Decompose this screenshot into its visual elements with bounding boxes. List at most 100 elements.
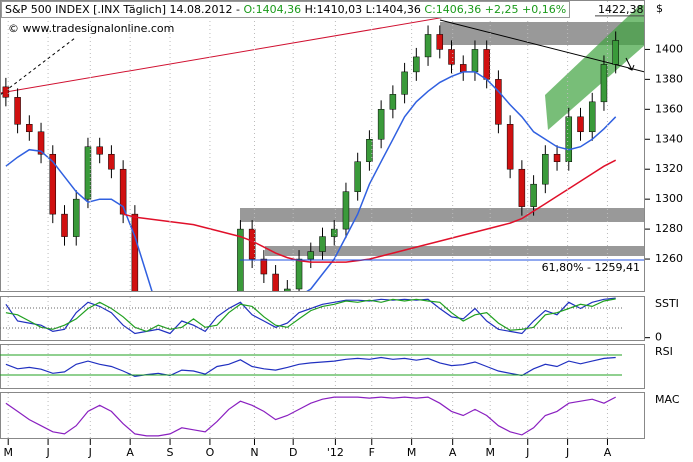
trend-line bbox=[0, 37, 76, 96]
trend-line bbox=[439, 19, 645, 73]
line-series bbox=[5, 71, 617, 292]
panel-frame bbox=[0, 0, 645, 292]
x-tick-label: O bbox=[206, 446, 215, 459]
title: S&P 500 INDEX [.INX Täglich] 14.08.2012 … bbox=[5, 3, 240, 16]
candle-body bbox=[96, 146, 103, 155]
candle-body bbox=[284, 288, 291, 292]
y-tick-label: 1320 bbox=[655, 162, 683, 175]
candle-body bbox=[260, 258, 268, 275]
candle-body bbox=[14, 97, 21, 125]
x-tick-label: A bbox=[604, 446, 612, 459]
candle-body bbox=[565, 116, 573, 162]
candle-body bbox=[49, 153, 57, 215]
panel-frame bbox=[0, 296, 645, 341]
candle-body bbox=[530, 183, 537, 207]
x-tick-label: M bbox=[485, 446, 495, 459]
panel-title: MAC bbox=[655, 393, 680, 406]
candle-body bbox=[366, 139, 373, 162]
candle-body bbox=[272, 273, 279, 292]
candle-body bbox=[248, 228, 256, 260]
y-tick-label: 1380 bbox=[655, 72, 683, 85]
candle-body bbox=[506, 124, 514, 170]
candle-body bbox=[342, 191, 350, 230]
line-series bbox=[5, 356, 616, 378]
quote: C:1406,36 +2,25 +0,16% bbox=[424, 3, 567, 16]
candle-body bbox=[588, 101, 596, 133]
candle-body bbox=[577, 116, 584, 133]
candle-body bbox=[436, 34, 444, 50]
zone bbox=[265, 246, 645, 256]
panel-frame bbox=[0, 392, 645, 439]
line-series bbox=[5, 298, 616, 333]
candle-body bbox=[612, 40, 619, 65]
y-tick-label: 1280 bbox=[655, 222, 683, 235]
candle-body bbox=[155, 379, 161, 394]
candle-body bbox=[553, 153, 561, 162]
candle-body bbox=[319, 236, 326, 252]
candle-body bbox=[131, 213, 139, 292]
x-tick-label: A bbox=[449, 446, 457, 459]
panel bbox=[5, 297, 616, 335]
arrow bbox=[625, 57, 635, 71]
candle-body bbox=[84, 146, 92, 200]
zone bbox=[240, 208, 645, 222]
plots: M J J A S O N D '12 F M A M J J A 1260 1280 1300 1320 1340 13… bbox=[2, 1, 683, 459]
x-tick-label: '12 bbox=[327, 446, 344, 459]
candle-body bbox=[377, 109, 385, 140]
candle-body bbox=[518, 168, 526, 207]
x-tick-label: J bbox=[565, 446, 569, 459]
currency: $ bbox=[656, 2, 663, 15]
x-tick-label: N bbox=[250, 446, 258, 459]
candle-body bbox=[37, 131, 45, 155]
high-marker-label: 1422,38 bbox=[598, 3, 644, 16]
candle-body bbox=[72, 198, 80, 237]
x-tick-label: J bbox=[525, 446, 529, 459]
candle-body bbox=[330, 228, 338, 237]
y-tick-label: 0 bbox=[655, 331, 662, 344]
candle-body bbox=[483, 49, 490, 80]
x-tick-label: F bbox=[369, 446, 375, 459]
candle-body bbox=[108, 153, 115, 170]
candle-body bbox=[424, 34, 432, 58]
candle-body bbox=[237, 228, 244, 292]
candle-body bbox=[471, 49, 479, 73]
panel-title: RSI bbox=[655, 345, 673, 358]
candle-body bbox=[179, 394, 185, 424]
candle-body bbox=[600, 64, 608, 103]
line-series bbox=[122, 159, 617, 263]
x-tick-label: M bbox=[3, 446, 13, 459]
y-tick-label: 1300 bbox=[655, 192, 683, 205]
header: S&P 500 INDEX [.INX Täglich] 14.08.2012 … bbox=[1, 1, 571, 18]
x-tick-label: S bbox=[167, 446, 174, 459]
candle-body bbox=[354, 161, 361, 192]
candle-body bbox=[26, 124, 33, 133]
candle-body bbox=[61, 213, 68, 237]
trend-channel bbox=[545, 5, 645, 130]
candle-body bbox=[167, 394, 173, 424]
candle-body bbox=[413, 56, 420, 73]
candle-body bbox=[495, 79, 502, 125]
x-tick-label: D bbox=[289, 446, 297, 459]
level-label: 61,80% - 1259,41 bbox=[542, 261, 640, 274]
candle-body bbox=[448, 49, 455, 65]
panel bbox=[2, 25, 645, 439]
candle-body bbox=[459, 64, 467, 73]
source: © www.tradesignalonline.com bbox=[8, 22, 174, 35]
x-tick-label: J bbox=[45, 446, 49, 459]
panel-frame bbox=[0, 344, 645, 389]
line-series bbox=[5, 396, 616, 437]
y-tick-label: 1340 bbox=[655, 132, 683, 145]
quote: O:1404,36 bbox=[243, 3, 302, 16]
quote: H:1410,03 L:1404,36 bbox=[304, 3, 421, 16]
zone bbox=[440, 22, 645, 45]
panel bbox=[5, 396, 616, 437]
candle-body bbox=[191, 394, 197, 409]
candle-body bbox=[401, 71, 408, 95]
candle-body bbox=[307, 251, 315, 260]
x-tick-label: A bbox=[126, 446, 134, 459]
candle-body bbox=[202, 409, 208, 439]
candle-body bbox=[214, 379, 220, 439]
panel bbox=[5, 356, 616, 378]
